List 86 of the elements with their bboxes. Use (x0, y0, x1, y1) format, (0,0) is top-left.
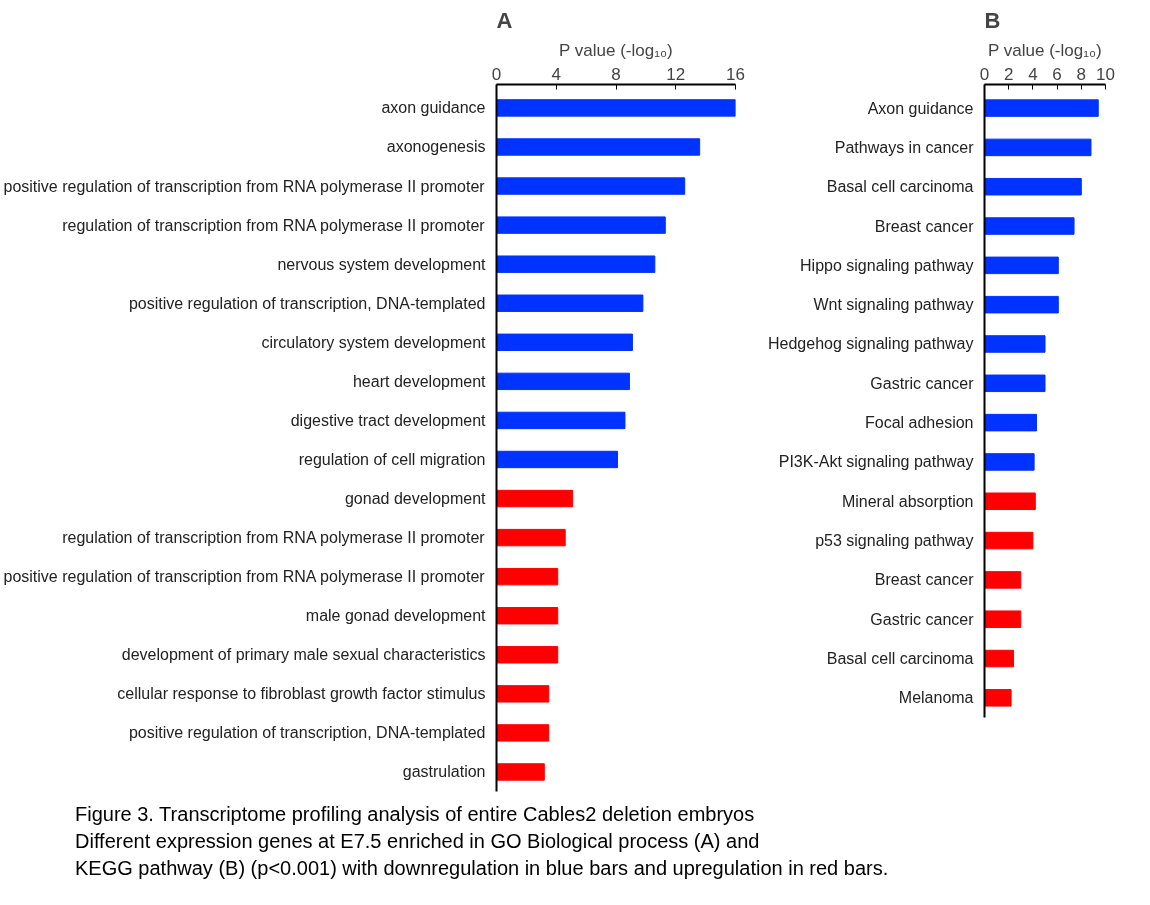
text: Different expression genes at E7.5 enriched in GO Biological process (A) and (75, 830, 760, 852)
bar (984, 689, 1012, 707)
bar (984, 138, 1092, 157)
y-tick-label: Hedgehog signaling pathway (768, 335, 974, 353)
y-tick-label: Breast cancer (874, 217, 975, 235)
y-tick-label: Breast cancer (874, 571, 975, 589)
bar (496, 567, 559, 586)
bar (984, 492, 1036, 511)
x-tick-label: 0 (979, 64, 990, 84)
y-tick-label: Hippo signaling pathway (800, 256, 974, 274)
bar (984, 217, 1075, 235)
y-tick-label: regulation of transcription from RNA polymerase II promoter (62, 216, 486, 234)
bar (496, 763, 545, 781)
bar (496, 294, 644, 312)
y-tick-label: Basal cell carcinoma (826, 650, 974, 668)
x-tick-label: 0 (491, 64, 502, 84)
bar (984, 99, 1099, 117)
bar (984, 256, 1059, 275)
chart-title: B (984, 7, 1001, 33)
y-tick-label: circulatory system development (261, 333, 487, 351)
x-tick-label: 6 (1052, 64, 1062, 84)
y-tick-label: heart development (352, 372, 487, 390)
bar (984, 649, 1015, 668)
text: KEGG pathway (B) (p<0.001) with downregulation in blue bars and upregulation in red bars. (75, 857, 889, 879)
y-tick-label: cellular response to fibroblast growth factor stimulus (117, 685, 486, 703)
x-tick-label: 12 (666, 64, 686, 84)
x-tick-label: 8 (1076, 64, 1087, 84)
bar (496, 333, 633, 351)
y-tick-label: p53 signaling pathway (815, 532, 974, 550)
y-tick-label: Mineral absorption (841, 492, 974, 510)
bar (496, 685, 550, 703)
bar (496, 99, 736, 117)
y-tick-label: regulation of cell migration (298, 450, 486, 468)
bar (984, 335, 1046, 353)
y-tick-label: digestive tract development (290, 411, 487, 429)
y-tick-label: Basal cell carcinoma (826, 178, 974, 196)
bar (496, 724, 550, 742)
y-tick-label: regulation of transcription from RNA polymerase II promoter (62, 529, 486, 547)
y-tick-label: positive regulation of transcription from RNA polymerase II promoter (3, 568, 486, 586)
y-tick-label: positive regulation of transcription, DNA-templated (128, 294, 486, 312)
y-tick-label: positive regulation of transcription from RNA polymerase II promoter (3, 177, 486, 195)
x-tick-label: 10 (1096, 64, 1115, 84)
caption: Figure 3. Transcriptome profiling analysis of entire Cables2 deletion embryos (75, 803, 755, 825)
y-tick-label: Axon guidance (867, 99, 974, 117)
y-tick-label: Focal adhesion (864, 414, 974, 432)
x-tick-label: 8 (611, 64, 621, 84)
bar (496, 255, 656, 273)
bar (984, 413, 1038, 432)
y-tick-label: Pathways in cancer (834, 138, 975, 156)
y-tick-label: Gastric cancer (870, 610, 975, 628)
x-tick-label: 4 (551, 64, 561, 84)
y-tick-label: male gonad development (305, 607, 487, 625)
bar (496, 489, 574, 508)
bar (496, 372, 630, 391)
y-tick-label: positive regulation of transcription, DNA-templated (128, 724, 486, 742)
x-tick-label: 2 (1003, 64, 1014, 84)
x-tick-label: 4 (1028, 64, 1038, 84)
y-tick-label: PI3K-Akt signaling pathway (778, 453, 974, 471)
x-axis-title: P value (-log₁₀) (559, 40, 673, 60)
bar (496, 528, 566, 547)
bar (984, 374, 1046, 393)
bar (496, 646, 559, 664)
x-axis-title: P value (-log₁₀) (988, 40, 1102, 60)
bar (984, 295, 1059, 314)
y-tick-label: development of primary male sexual characteristics (121, 646, 486, 664)
bar (984, 177, 1082, 196)
bar (984, 610, 1022, 628)
bar (496, 138, 701, 156)
y-tick-label: axon guidance (381, 99, 486, 117)
y-tick-label: gastrulation (402, 763, 486, 781)
bar (496, 450, 618, 469)
bar (496, 607, 559, 625)
y-tick-label: axonogenesis (386, 138, 486, 156)
y-tick-label: gonad development (344, 490, 487, 508)
bar (496, 216, 666, 234)
bar (984, 571, 1022, 589)
bar (496, 411, 626, 430)
x-tick-label: 16 (726, 64, 745, 84)
bar (984, 531, 1034, 550)
y-tick-label: Wnt signaling pathway (813, 296, 974, 314)
y-tick-label: Melanoma (898, 689, 974, 707)
chart-title: A (496, 7, 513, 33)
y-tick-label: Gastric cancer (870, 374, 975, 392)
bar (984, 453, 1035, 471)
bar (496, 177, 686, 195)
y-tick-label: nervous system development (277, 255, 487, 273)
